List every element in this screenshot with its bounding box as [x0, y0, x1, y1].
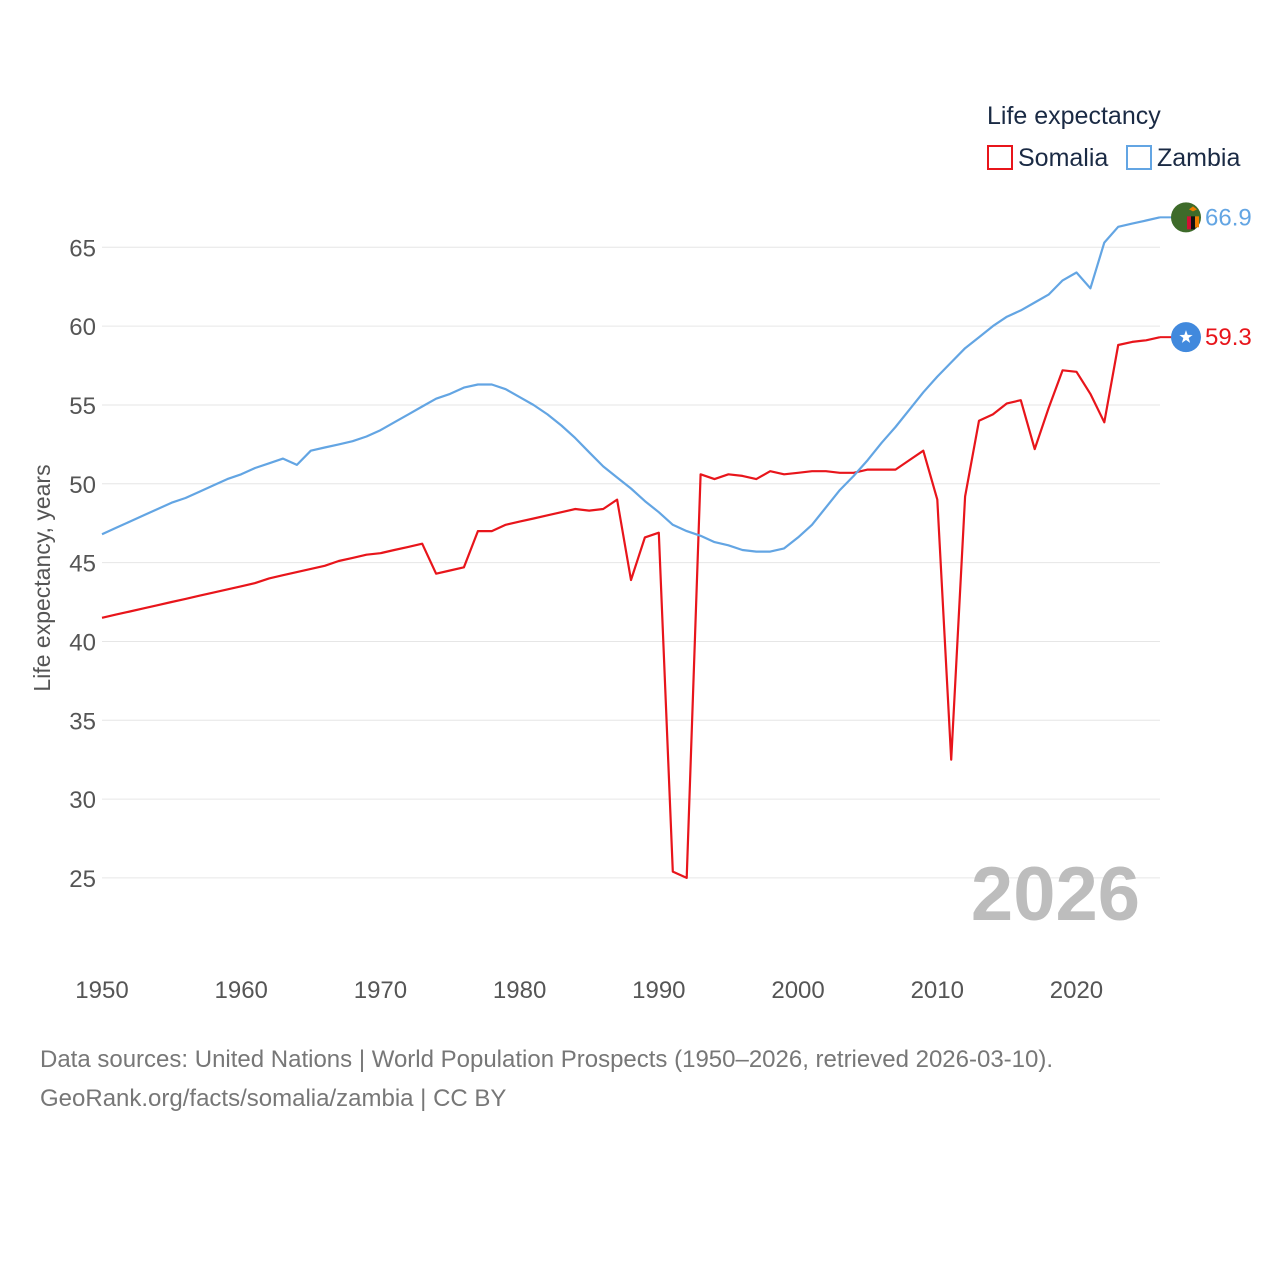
end-value-zambia: 66.9 — [1205, 204, 1252, 231]
zambia-flag-icon — [1171, 202, 1201, 233]
end-markers: 59.3 66.9 — [1160, 202, 1252, 353]
y-axis-title: Life expectancy, years — [29, 464, 55, 691]
x-tick-label: 1980 — [493, 977, 546, 1004]
y-tick-label: 55 — [69, 393, 96, 420]
end-value-somalia: 59.3 — [1205, 324, 1252, 351]
legend: Life expectancy Somalia Zambia — [987, 102, 1240, 172]
x-tick-label: 2000 — [771, 977, 824, 1004]
legend-swatch-somalia[interactable] — [987, 145, 1013, 170]
y-tick-label: 45 — [69, 551, 96, 578]
y-tick-label: 50 — [69, 472, 96, 499]
footer-source: Data sources: United Nations | World Pop… — [40, 1046, 1054, 1073]
footer: Data sources: United Nations | World Pop… — [40, 1040, 1240, 1118]
y-tick-label: 60 — [69, 314, 96, 341]
y-tick-label: 25 — [69, 866, 96, 893]
footer-link[interactable]: GeoRank.org/facts/somalia/zambia | CC BY — [40, 1085, 507, 1112]
legend-swatch-zambia[interactable] — [1126, 145, 1152, 170]
x-tick-label: 1960 — [215, 977, 268, 1004]
y-axis-ticks: 25 30 35 40 45 50 55 60 65 — [69, 235, 96, 893]
grid-lines — [102, 246, 1160, 879]
series-line-zambia[interactable] — [101, 216, 1161, 553]
y-tick-label: 65 — [69, 235, 96, 262]
series-lines — [101, 216, 1161, 879]
somalia-flag-icon — [1171, 322, 1201, 353]
series-line-somalia[interactable] — [101, 336, 1161, 879]
y-tick-label: 35 — [69, 708, 96, 735]
x-tick-label: 2010 — [911, 977, 964, 1004]
year-watermark: 2026 — [971, 852, 1140, 937]
legend-label-zambia[interactable]: Zambia — [1157, 144, 1240, 172]
y-tick-label: 30 — [69, 787, 96, 814]
legend-label-somalia[interactable]: Somalia — [1018, 144, 1108, 172]
x-tick-label: 1970 — [354, 977, 407, 1004]
x-tick-label: 1950 — [75, 977, 128, 1004]
x-tick-label: 2020 — [1050, 977, 1103, 1004]
x-tick-label: 1990 — [632, 977, 685, 1004]
x-axis-ticks: 1950 1960 1970 1980 1990 2000 2010 2020 — [75, 977, 1103, 1004]
y-tick-label: 40 — [69, 629, 96, 656]
legend-title: Life expectancy — [987, 102, 1161, 130]
